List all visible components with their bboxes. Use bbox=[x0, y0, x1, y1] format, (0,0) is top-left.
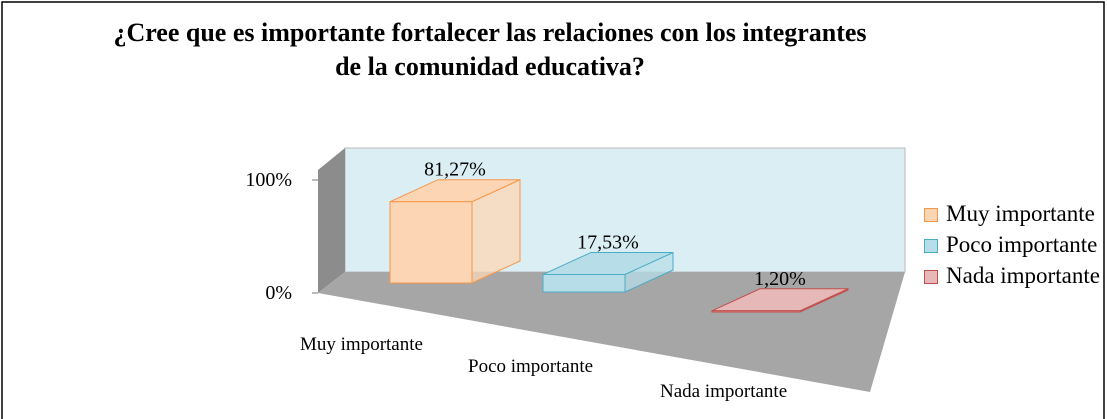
y-tick-label: 0% bbox=[265, 282, 292, 304]
side-wall bbox=[318, 148, 345, 293]
legend-swatch bbox=[924, 208, 938, 222]
bar bbox=[542, 273, 626, 293]
data-label: 81,27% bbox=[424, 159, 486, 181]
x-tick-label: Muy importante bbox=[300, 334, 423, 355]
legend-item: Nada importante bbox=[922, 260, 1102, 291]
legend-label: Muy importante bbox=[946, 201, 1095, 226]
legend-item: Poco importante bbox=[922, 229, 1102, 260]
legend: Muy importante Poco importante Nada import… bbox=[922, 198, 1102, 291]
legend-label: Nada importante bbox=[946, 263, 1100, 288]
data-label: 1,20% bbox=[754, 268, 806, 290]
legend-item: Muy importante bbox=[922, 198, 1102, 229]
data-label: 17,53% bbox=[577, 231, 639, 253]
chart-title: ¿Cree que es importante fortalecer las r… bbox=[113, 18, 867, 81]
bar bbox=[711, 310, 801, 313]
legend-swatch bbox=[924, 270, 938, 284]
x-tick-label: Nada importante bbox=[660, 381, 787, 402]
legend-swatch bbox=[924, 239, 938, 253]
legend-label: Poco importante bbox=[946, 232, 1098, 257]
y-tick-label: 100% bbox=[245, 169, 292, 191]
x-tick-label: Poco importante bbox=[468, 356, 593, 377]
bar bbox=[389, 201, 473, 284]
